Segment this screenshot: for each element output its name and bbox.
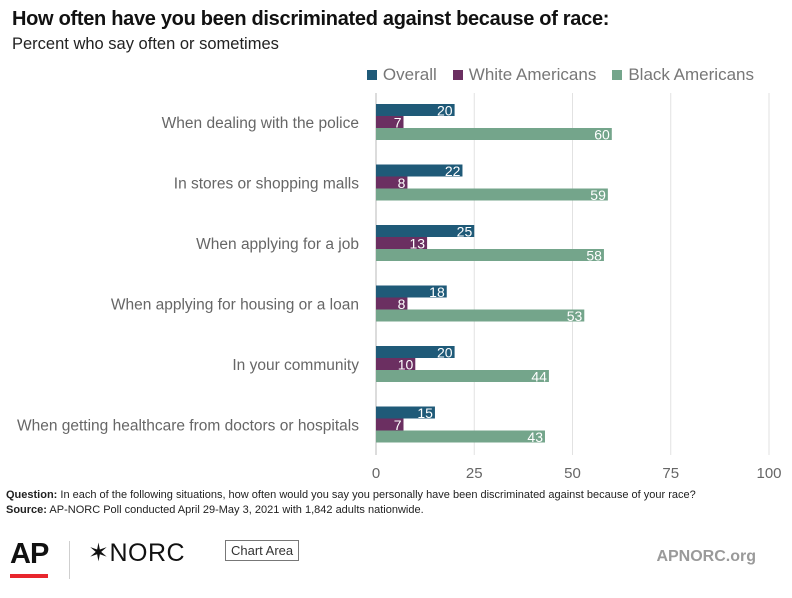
bar-overall xyxy=(376,285,447,298)
bar-white-americans xyxy=(376,116,404,128)
legend-swatch-white xyxy=(452,70,463,80)
source-text: AP-NORC Poll conducted April 29-May 3, 2… xyxy=(46,504,424,516)
legend-item-overall: Overall xyxy=(366,65,437,85)
legend-label-overall: Overall xyxy=(382,65,437,84)
site-link[interactable]: APNORC.org xyxy=(656,548,756,565)
data-label: 7 xyxy=(394,417,402,433)
category-label: When getting healthcare from doctors or … xyxy=(17,418,359,435)
category-label: In your community xyxy=(232,357,359,374)
data-label: 22 xyxy=(445,163,461,179)
chart-title: How often have you been discriminated ag… xyxy=(12,8,610,30)
ap-logo: AP xyxy=(10,538,49,570)
footnote-question: Question: In each of the following situa… xyxy=(6,489,696,501)
x-tick-label: 75 xyxy=(662,465,679,480)
data-label: 8 xyxy=(398,296,406,312)
ap-logo-underline xyxy=(10,574,48,578)
bar-white-americans xyxy=(376,358,416,370)
data-label: 13 xyxy=(410,236,426,252)
question-label: Question: xyxy=(6,489,58,501)
category-label: When applying for housing or a loan xyxy=(111,297,359,314)
x-tick-label: 25 xyxy=(466,465,483,480)
legend-swatch-overall xyxy=(366,70,377,80)
bar-white-americans xyxy=(376,297,408,310)
data-label: 20 xyxy=(437,345,453,361)
bar-overall xyxy=(376,406,435,419)
data-label: 44 xyxy=(531,369,547,385)
legend-swatch-black xyxy=(612,70,623,80)
bar-black-americans xyxy=(376,370,549,382)
category-label: In stores or shopping malls xyxy=(174,176,359,193)
bar-black-americans xyxy=(376,128,612,140)
data-label: 20 xyxy=(437,103,453,119)
data-label: 15 xyxy=(417,405,433,421)
data-label: 7 xyxy=(394,115,402,131)
category-label: When applying for a job xyxy=(196,236,359,253)
bar-black-americans xyxy=(376,430,545,443)
bar-white-americans xyxy=(376,176,408,189)
data-label: 60 xyxy=(594,127,610,143)
data-label: 10 xyxy=(398,357,414,373)
chart-legend: Overall White Americans Black Americans xyxy=(366,65,754,85)
bar-white-americans xyxy=(376,237,428,249)
bar-black-americans xyxy=(376,309,585,322)
data-label: 59 xyxy=(590,187,606,203)
data-label: 25 xyxy=(457,224,473,240)
chart-area-tooltip: Chart Area xyxy=(225,540,300,561)
source-label: Source: xyxy=(6,504,47,516)
question-text: In each of the following situations, how… xyxy=(57,489,696,501)
bar-overall xyxy=(376,225,475,237)
data-label: 8 xyxy=(398,175,406,191)
bar-chart: 0 25 50 75 100 When dealing with the police 20… xyxy=(17,93,782,480)
legend-item-white: White Americans xyxy=(452,65,597,85)
bar-black-americans xyxy=(376,249,604,261)
bar-overall xyxy=(376,164,463,177)
bar-black-americans xyxy=(376,188,608,201)
legend-label-black: Black Americans xyxy=(628,65,754,84)
legend-label-white: White Americans xyxy=(468,65,597,84)
legend-item-black: Black Americans xyxy=(612,65,754,85)
chart-subtitle: Percent who say often or sometimes xyxy=(12,35,279,53)
category-label: When dealing with the police xyxy=(162,115,359,132)
x-tick-label: 0 xyxy=(372,465,380,480)
bar-white-americans xyxy=(376,418,404,431)
data-label: 58 xyxy=(586,248,602,264)
data-label: 43 xyxy=(527,429,543,445)
x-tick-label: 50 xyxy=(564,465,581,480)
logo-divider xyxy=(69,541,70,579)
data-label: 53 xyxy=(567,308,583,324)
bar-overall xyxy=(376,346,455,358)
norc-logo: ✶NORC xyxy=(88,539,186,567)
data-label: 18 xyxy=(429,284,445,300)
bar-overall xyxy=(376,104,455,116)
footnote-source: Source: AP-NORC Poll conducted April 29-… xyxy=(6,504,424,516)
x-tick-label: 100 xyxy=(756,465,781,480)
